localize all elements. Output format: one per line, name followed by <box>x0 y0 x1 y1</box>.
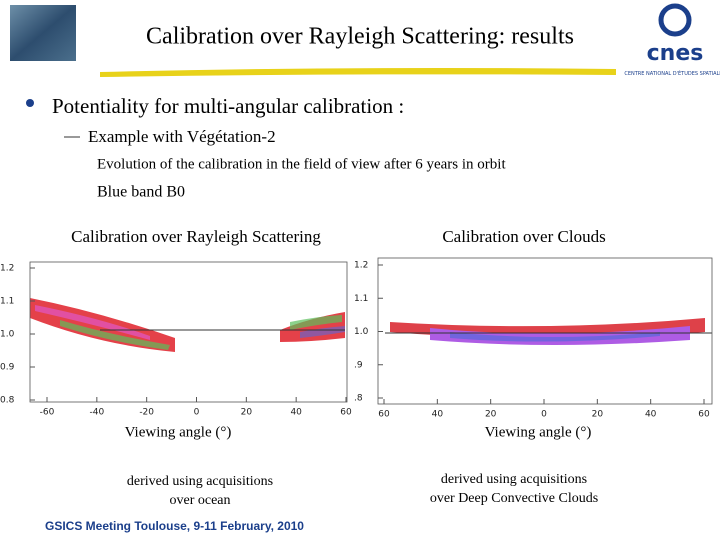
y-tick-label: 1.2 <box>354 261 368 271</box>
sub-bullet: Example with Végétation-2 <box>88 127 276 146</box>
caption: over ocean <box>169 493 230 508</box>
bullet: Potentiality for multi-angular calibrati… <box>52 94 404 118</box>
x-tick-label: 60 <box>378 410 390 420</box>
x-axis-label: Viewing angle (°) <box>125 424 232 440</box>
logo-mark <box>658 3 692 37</box>
y-tick-label: .8 <box>354 394 363 404</box>
x-tick-label: 20 <box>485 410 497 420</box>
y-tick-label: 1.0 <box>354 327 369 337</box>
sea-image <box>10 5 76 61</box>
logo-subtext: CENTRE NATIONAL D'ÉTUDES SPATIALES <box>624 69 720 77</box>
y-tick-label: 0.9 <box>0 363 15 373</box>
x-tick-label: 0 <box>194 408 200 418</box>
y-tick-label: .9 <box>354 360 363 370</box>
y-tick-label: 1.1 <box>0 297 14 307</box>
x-tick-label: 40 <box>432 410 444 420</box>
title-underline <box>100 68 616 77</box>
note: Blue band B0 <box>97 184 185 201</box>
y-tick-label: 0.8 <box>0 396 15 406</box>
x-tick-label: 0 <box>541 410 547 420</box>
chart-title: Calibration over Clouds <box>442 227 605 246</box>
note: Evolution of the calibration in the fiel… <box>97 156 506 172</box>
slide-title: Calibration over Rayleigh Scattering: re… <box>146 24 574 50</box>
logo-text: cnes <box>647 41 704 66</box>
x-tick-label: 20 <box>592 410 604 420</box>
x-tick-label: -60 <box>40 408 55 418</box>
footer: GSICS Meeting Toulouse, 9-11 February, 2… <box>45 519 304 533</box>
chart-title: Calibration over Rayleigh Scattering <box>71 227 321 246</box>
scatter-cloud <box>30 298 345 352</box>
logo: cnes CENTRE NATIONAL D'ÉTUDES SPATIALES <box>624 3 720 77</box>
x-tick-label: 40 <box>290 408 302 418</box>
x-tick-label: 60 <box>340 408 352 418</box>
scatter-cloud <box>390 318 705 345</box>
x-tick-label: 40 <box>645 410 657 420</box>
plot-frame <box>29 261 348 403</box>
x-axis-label: Viewing angle (°) <box>485 424 592 440</box>
caption: derived using acquisitions <box>127 474 273 489</box>
x-tick-label: -20 <box>139 408 154 418</box>
y-tick-label: 1.2 <box>0 264 14 274</box>
x-tick-label: 20 <box>241 408 253 418</box>
caption: derived using acquisitions <box>441 472 587 487</box>
y-tick-label: 1.1 <box>354 294 368 304</box>
x-tick-label: 60 <box>698 410 710 420</box>
y-tick-label: 1.0 <box>0 330 15 340</box>
caption: over Deep Convective Clouds <box>430 491 598 506</box>
x-tick-label: -40 <box>89 408 104 418</box>
bullet-dot <box>26 99 34 107</box>
